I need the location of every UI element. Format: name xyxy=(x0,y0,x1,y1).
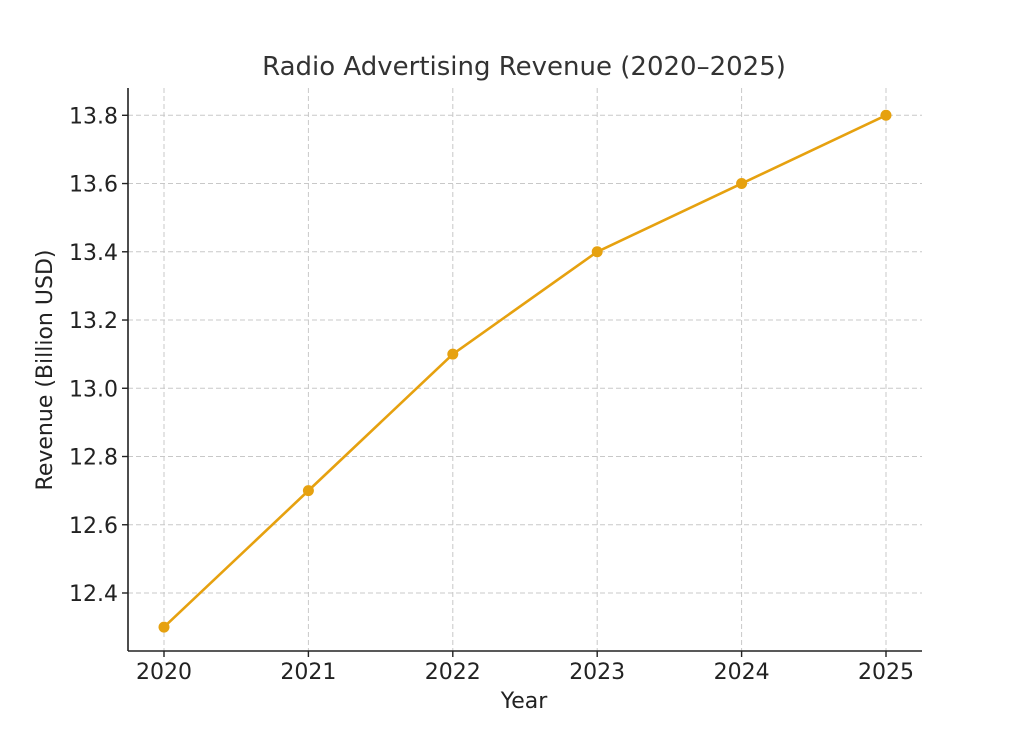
data-point-2023 xyxy=(591,246,603,258)
series-line xyxy=(163,114,887,629)
y-tick-label: 13.4 xyxy=(69,241,118,266)
x-tick-label: 2021 xyxy=(280,660,336,685)
data-point-2021 xyxy=(302,485,314,497)
grid xyxy=(128,88,922,651)
ticks: 2020 2021 2022 2023 2024 2025 12.4 12.6 12.8 13.0… xyxy=(69,104,914,685)
x-tick-label: 2025 xyxy=(858,660,914,685)
y-tick-label: 12.6 xyxy=(69,514,118,539)
data-point-2024 xyxy=(736,178,748,190)
data-point-2025 xyxy=(880,109,892,121)
chart-title: Radio Advertising Revenue (2020–2025) xyxy=(262,52,786,82)
y-tick-label: 13.0 xyxy=(69,377,118,402)
x-tick-label: 2022 xyxy=(425,660,481,685)
x-axis-label: Year xyxy=(500,689,549,714)
y-tick-label: 12.8 xyxy=(69,446,118,471)
axes xyxy=(127,88,922,652)
y-tick-label: 13.6 xyxy=(69,173,118,198)
x-tick-label: 2024 xyxy=(714,660,770,685)
data-point-2020 xyxy=(158,621,170,633)
y-tick-label: 13.8 xyxy=(69,104,118,129)
x-tick-label: 2023 xyxy=(569,660,625,685)
y-tick-label: 12.4 xyxy=(69,582,118,607)
y-axis-label: Revenue (Billion USD) xyxy=(33,250,58,491)
series xyxy=(158,109,892,633)
y-tick-label: 13.2 xyxy=(69,309,118,334)
x-tick-label: 2020 xyxy=(136,660,192,685)
data-point-2022 xyxy=(447,348,459,360)
